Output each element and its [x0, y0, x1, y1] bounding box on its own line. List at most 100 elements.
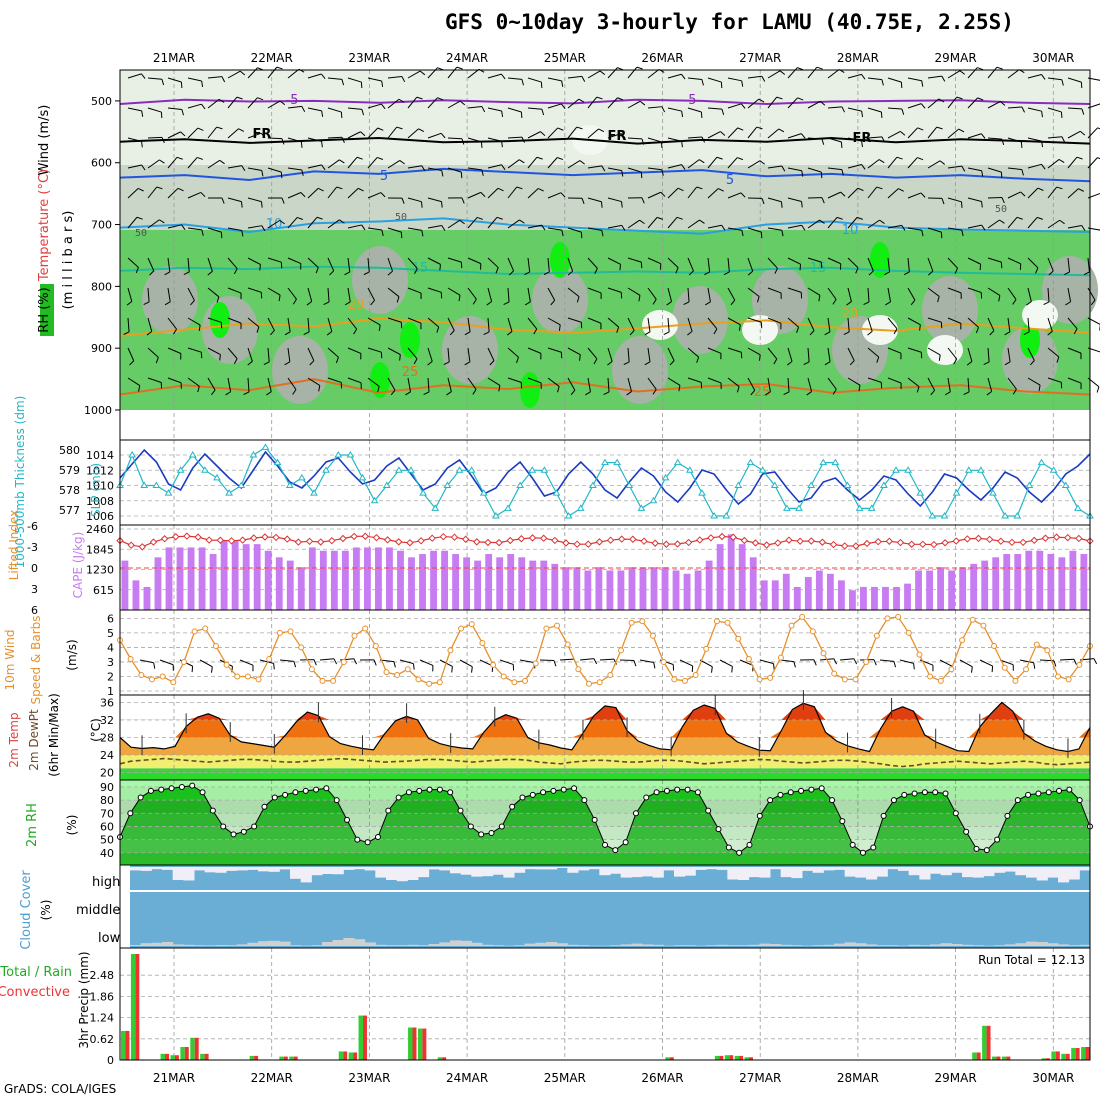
wind-barb: [257, 97, 264, 101]
wind-barb: [487, 107, 502, 112]
high-cloud-bar: [898, 867, 910, 871]
wind-barb: [236, 96, 243, 100]
lifted-index-marker: [261, 533, 269, 541]
wind-barb: [467, 377, 477, 390]
wind-barb: [427, 347, 433, 362]
wind-barb: [847, 317, 850, 332]
wind-barb: [707, 188, 719, 199]
wind-barb: [233, 358, 238, 365]
wind-barb: [347, 156, 358, 169]
high-cloud-bar: [695, 867, 707, 870]
wind-barb: [603, 391, 610, 395]
surface-wind-barb: [1019, 659, 1034, 664]
wind-barb: [367, 317, 381, 326]
wind-barb: [741, 230, 744, 237]
wind-barb: [727, 127, 739, 139]
wind-barb: [916, 386, 920, 393]
low-cloud-bar: [876, 945, 888, 946]
cape-bar: [727, 534, 735, 610]
lifted-index-marker: [395, 538, 403, 546]
wind-barb: [464, 331, 471, 336]
lifted-index-marker: [506, 536, 514, 545]
convective-precip-bar: [669, 1057, 674, 1060]
wind-barb: [261, 170, 264, 177]
wind-barb: [567, 227, 582, 233]
slp-marker: [382, 481, 391, 488]
wind-barb: [461, 138, 465, 145]
lifted-index-marker: [651, 539, 659, 547]
slp-marker: [322, 466, 331, 473]
rh-marker: [571, 785, 578, 792]
wind-barb: [357, 187, 364, 192]
wind-barb: [421, 201, 423, 208]
slp-marker: [698, 489, 706, 496]
lifted-index-marker: [250, 534, 258, 542]
convective-precip-bar: [343, 1051, 348, 1060]
low-cloud-bar: [1036, 942, 1048, 946]
wind-barb: [187, 347, 202, 353]
wind-barb: [427, 97, 438, 109]
pressure-tick-label: 500: [91, 95, 112, 108]
wind-barb: [176, 156, 183, 160]
wind-speed-marker: [500, 673, 507, 680]
wind-barb: [267, 257, 282, 263]
wind-barb: [881, 79, 884, 86]
wind-barb: [707, 257, 711, 272]
rh-marker: [457, 807, 464, 814]
high-cloud-bar: [866, 867, 878, 880]
wind-speed-marker: [447, 647, 454, 654]
rh-tick-label: 60: [100, 820, 114, 833]
total-precip-bar: [714, 1055, 720, 1060]
slp-marker: [297, 473, 306, 481]
wind-barb: [841, 169, 844, 176]
high-cloud-bar: [1068, 867, 1080, 880]
wind-barb: [1047, 219, 1060, 229]
wind-barb: [380, 192, 386, 198]
contour-label: 20: [842, 307, 859, 322]
cape-bar: [551, 563, 559, 610]
lifted-index-marker: [316, 538, 325, 546]
rh-area: [120, 785, 1090, 865]
temperature-contour: [119, 378, 1091, 396]
wind-barb: [567, 287, 580, 297]
high-cloud-bar: [343, 867, 355, 870]
rh-dry-region: [922, 276, 978, 344]
wind-barb: [524, 271, 530, 276]
wind-barb: [1027, 287, 1032, 302]
slp-marker: [564, 512, 573, 519]
wind-barb: [356, 156, 363, 160]
wind-barb: [360, 131, 366, 137]
wind-barb: [507, 347, 519, 358]
rh-marker: [632, 810, 639, 817]
slp-marker: [467, 466, 476, 473]
wind-barb: [1058, 158, 1065, 163]
total-precip-bar: [1001, 1056, 1007, 1060]
high-cloud-bar: [578, 867, 590, 871]
wind-barb: [567, 257, 574, 272]
surface-wind-barb: [619, 659, 635, 662]
lifted-index-marker: [528, 534, 537, 542]
lifted-index-marker: [729, 533, 737, 541]
wind-barb: [1023, 331, 1030, 336]
wind-barb: [1007, 257, 1021, 265]
wind-barb: [938, 354, 941, 361]
wind-barb: [227, 227, 242, 231]
lifted-index-marker: [127, 541, 135, 549]
total-precip-bar: [437, 1057, 443, 1060]
wind-barb: [619, 264, 622, 271]
wind-barb: [187, 127, 199, 139]
low-cloud-bar: [396, 945, 408, 946]
wind-barb: [557, 386, 560, 393]
lifted-index-marker: [439, 532, 448, 541]
wind-barb: [225, 391, 231, 396]
wind-barb: [287, 377, 297, 390]
lifted-index-marker: [172, 533, 180, 541]
wind-barb: [167, 287, 171, 302]
low-cloud-bar: [172, 944, 184, 946]
wind-barb: [201, 103, 206, 110]
wind-barb: [861, 164, 866, 170]
temperature-axis-label: Temperature (°C): [37, 169, 52, 282]
high-cloud-bar: [151, 867, 163, 870]
wind-barb: [147, 186, 158, 199]
wind-barb: [667, 257, 679, 269]
